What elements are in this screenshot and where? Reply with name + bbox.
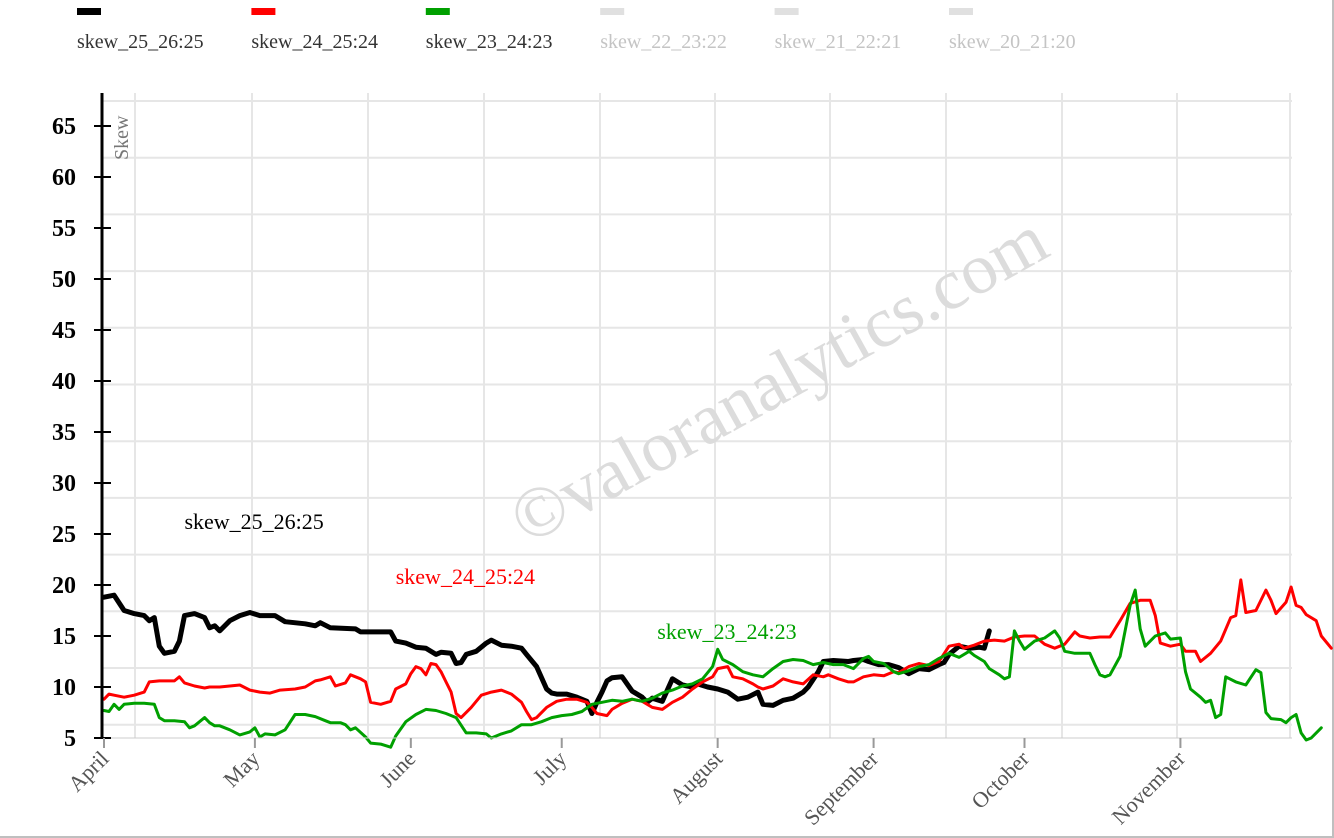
legend-label: skew_23_24:23 xyxy=(426,31,553,53)
y-tick-label: 40 xyxy=(52,369,76,395)
legend-label: skew_24_25:24 xyxy=(251,31,378,53)
y-ticks: 5 10 15 20 25 30 35 40 45 50 55 60 65 xyxy=(52,114,111,752)
legend-item[interactable]: skew_23_24:23 xyxy=(425,8,553,53)
legend-swatch xyxy=(425,8,450,15)
legend-swatch xyxy=(600,8,625,15)
legend-label: skew_22_23:22 xyxy=(600,31,727,53)
series-label: skew_24_25:24 xyxy=(396,564,535,589)
y-axis-title: Skew xyxy=(111,115,133,160)
legend-swatch xyxy=(774,8,799,15)
y-tick-label: 55 xyxy=(52,216,76,242)
series-line[interactable] xyxy=(102,588,1323,749)
legend-swatch xyxy=(77,8,101,15)
series-layer xyxy=(101,578,1333,749)
legend-label: skew_21_22:21 xyxy=(775,31,902,53)
y-tick-label: 25 xyxy=(52,522,76,548)
legend-item[interactable]: skew_20_21:20 xyxy=(949,8,1076,53)
legend-swatch xyxy=(251,8,276,15)
y-tick-label: 10 xyxy=(52,675,76,701)
legend-label: skew_25_26:25 xyxy=(77,31,204,53)
y-tick-label: 20 xyxy=(52,573,76,599)
series-line[interactable] xyxy=(101,592,992,716)
legend-label: skew_20_21:20 xyxy=(949,31,1076,53)
legend-swatch xyxy=(949,8,973,15)
y-tick-label: 5 xyxy=(64,726,76,752)
legend: skew_25_26:25 skew_24_25:24 skew_23_24:23 s… xyxy=(77,8,1076,53)
legend-item[interactable]: skew_21_22:21 xyxy=(774,8,902,53)
legend-item[interactable]: skew_25_26:25 xyxy=(77,8,204,53)
axes: Skew xyxy=(100,93,1292,739)
legend-item[interactable]: skew_22_23:22 xyxy=(600,8,727,53)
y-tick-label: 60 xyxy=(52,165,76,191)
series-labels: skew_25_26:25 skew_24_25:24 skew_23_24:23 xyxy=(184,509,796,644)
y-tick-label: 65 xyxy=(52,114,76,140)
grid xyxy=(102,93,1292,738)
legend-item[interactable]: skew_24_25:24 xyxy=(251,8,378,53)
y-tick-label: 45 xyxy=(52,318,76,344)
y-tick-label: 30 xyxy=(52,471,76,497)
y-tick-label: 50 xyxy=(52,267,76,293)
y-tick-label: 35 xyxy=(52,420,76,446)
series-label: skew_23_24:23 xyxy=(657,619,796,644)
y-tick-label: 15 xyxy=(52,624,76,650)
series-label: skew_25_26:25 xyxy=(184,509,323,534)
series-line[interactable] xyxy=(102,578,1333,722)
